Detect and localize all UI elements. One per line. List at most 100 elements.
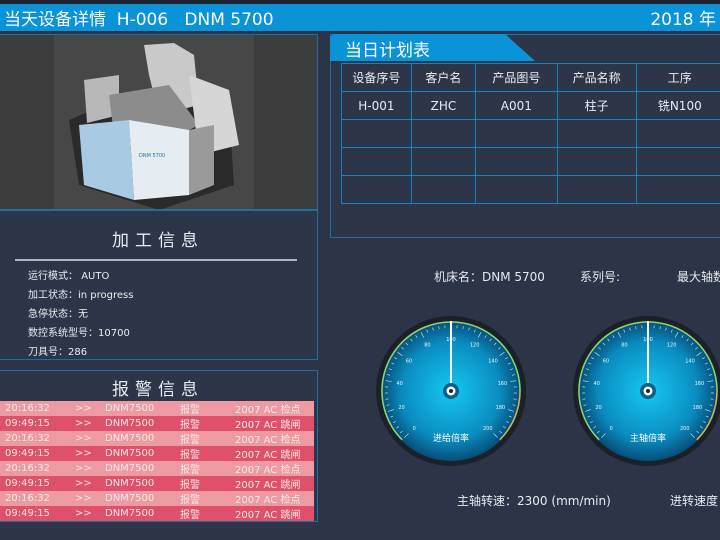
cnc-model-label: 数控系统型号：: [28, 328, 98, 339]
gauge-tick: [696, 351, 702, 356]
gauge-tick: [511, 374, 516, 376]
gauge-tick: [410, 338, 413, 342]
gauge-tick: [588, 362, 592, 365]
gauge-tick-label: 200: [680, 426, 690, 432]
estop-status-label: 急停状态：: [28, 309, 78, 320]
alarm-time: 20:16:32: [5, 493, 50, 504]
gauge-tick-label: 20: [398, 405, 404, 411]
alarm-row[interactable]: 20:16:32 >> DNM7500 报警 2007 AC 检点: [0, 461, 314, 476]
run-mode-label: 运行模式：: [28, 271, 78, 282]
machine-image: DNM 5700: [0, 35, 317, 209]
gauge-tick: [390, 415, 394, 418]
gauge-tick: [507, 362, 511, 365]
gauge-tick: [596, 430, 600, 434]
gauge-tick: [386, 404, 390, 406]
gauge-tick: [705, 415, 709, 418]
gauge-arc-orange: [696, 390, 718, 441]
plan-cell: [410, 175, 477, 204]
gauge-tick-label: 180: [693, 405, 703, 411]
gauge-tick: [405, 342, 409, 346]
gauge-tick-label: 60: [406, 358, 412, 364]
alarm-type: 报警: [180, 510, 200, 521]
plan-row[interactable]: [341, 119, 720, 148]
alarm-row[interactable]: 09:49:15 >> DNM7500 报警 2007 AC 跳闸: [0, 476, 314, 491]
gauge-tick: [393, 421, 396, 424]
processing-info-panel: 加工信息 运行模式： AUTO 加工状态：in progress 急停状态：无 …: [0, 210, 318, 360]
gauge-tick: [704, 409, 711, 412]
gauge-tick: [583, 374, 588, 376]
header-bar: 当天设备详情 H-006 DNM 5700 2018 年: [0, 4, 720, 31]
gauge-tick: [385, 380, 392, 382]
machine-model-label: DNM 5700: [139, 153, 165, 159]
gauge-tick: [612, 335, 615, 338]
alarm-time: 09:49:15: [5, 508, 50, 519]
gauge-tick: [690, 433, 695, 438]
gauge-tick: [699, 426, 703, 429]
gauge-tick: [507, 409, 514, 412]
alarm-row[interactable]: 09:49:15 >> DNM7500 报警 2007 AC 跳闸: [0, 416, 314, 431]
feed-speed: 进转速度: [670, 492, 718, 509]
gauge-tick: [623, 329, 626, 333]
gauge-tick: [397, 351, 403, 356]
alarm-type: 报警: [180, 480, 200, 491]
gauge-tick: [510, 368, 514, 370]
gauge-tick-label: 200: [483, 426, 493, 432]
gauge-tick: [499, 351, 505, 356]
gauge-tick: [587, 415, 591, 418]
plan-cell: [475, 119, 558, 148]
plan-cell: [556, 147, 637, 176]
process-status-label: 加工状态：: [28, 290, 78, 301]
gauge-label: 进给倍率: [433, 432, 469, 444]
alarm-row[interactable]: 09:49:15 >> DNM7500 报警 2007 AC 跳闸: [0, 446, 314, 461]
alarm-code: 2007 AC 跳闸: [235, 420, 301, 431]
plan-cell: [341, 119, 412, 148]
run-mode-value: AUTO: [81, 271, 110, 282]
alarm-type: 报警: [180, 495, 200, 506]
alarm-time: 20:16:32: [5, 433, 50, 444]
column-header: 产品名称: [556, 63, 637, 92]
gauge-tick: [709, 404, 713, 406]
gauge-tick: [399, 430, 403, 434]
gauge-tick: [601, 433, 606, 438]
alarm-machine: DNM7500: [105, 433, 155, 444]
tool-number-value: 286: [68, 347, 88, 358]
alarm-time: 09:49:15: [5, 478, 50, 489]
max-axes: 最大轴数: [677, 268, 720, 285]
alarm-row[interactable]: 20:16:32 >> DNM7500 报警 2007 AC 检点: [0, 431, 314, 446]
alarm-code: 2007 AC 检点: [235, 495, 301, 506]
alarm-row[interactable]: 20:16:32 >> DNM7500 报警 2007 AC 检点: [0, 491, 314, 506]
feed-override-gauge: 020406080100120140160180200进给倍率: [376, 316, 526, 466]
gauge-tick: [681, 335, 684, 338]
plan-row[interactable]: [341, 175, 720, 204]
gauge-tick: [708, 374, 713, 376]
alarm-row[interactable]: 20:16:32 >> DNM7500 报警 2007 AC 检点: [0, 401, 314, 416]
gauge-tick: [594, 351, 600, 356]
alarm-arrow: >>: [75, 463, 92, 474]
gauge-tick: [396, 426, 400, 429]
plan-row[interactable]: H-001 ZHC A001 柱子 铣N100: [341, 91, 720, 120]
gauge-tick: [506, 421, 509, 424]
gauge-tick-label: 140: [685, 358, 695, 364]
gauge-tick: [502, 426, 506, 429]
alarm-machine: DNM7500: [105, 448, 155, 459]
spindle-speed-unit: (mm/min): [551, 494, 611, 508]
alarm-machine: DNM7500: [105, 403, 155, 414]
plan-cell: A001: [475, 91, 558, 120]
gauge-tick: [438, 326, 440, 330]
gauge-tick: [582, 380, 589, 382]
gauge-tick: [401, 347, 404, 350]
plan-cell: [475, 175, 558, 204]
gauge-tick: [484, 335, 487, 338]
gauge-tick-label: 0: [610, 426, 613, 432]
alarm-row[interactable]: 09:49:15 >> DNM7500 报警 2007 AC 跳闸: [0, 506, 314, 521]
gauge-tick: [493, 433, 498, 438]
gauge-tick: [690, 342, 694, 346]
gauge-tick-label: 0: [413, 426, 416, 432]
gauge-arc-green: [578, 321, 718, 441]
alarm-code: 2007 AC 检点: [235, 435, 301, 446]
alarm-type: 报警: [180, 420, 200, 431]
spindle-override-gauge: 020406080100120140160180200主轴倍率: [573, 316, 720, 466]
plan-cell: [475, 147, 558, 176]
gauge-tick: [696, 430, 700, 434]
plan-row[interactable]: [341, 147, 720, 176]
